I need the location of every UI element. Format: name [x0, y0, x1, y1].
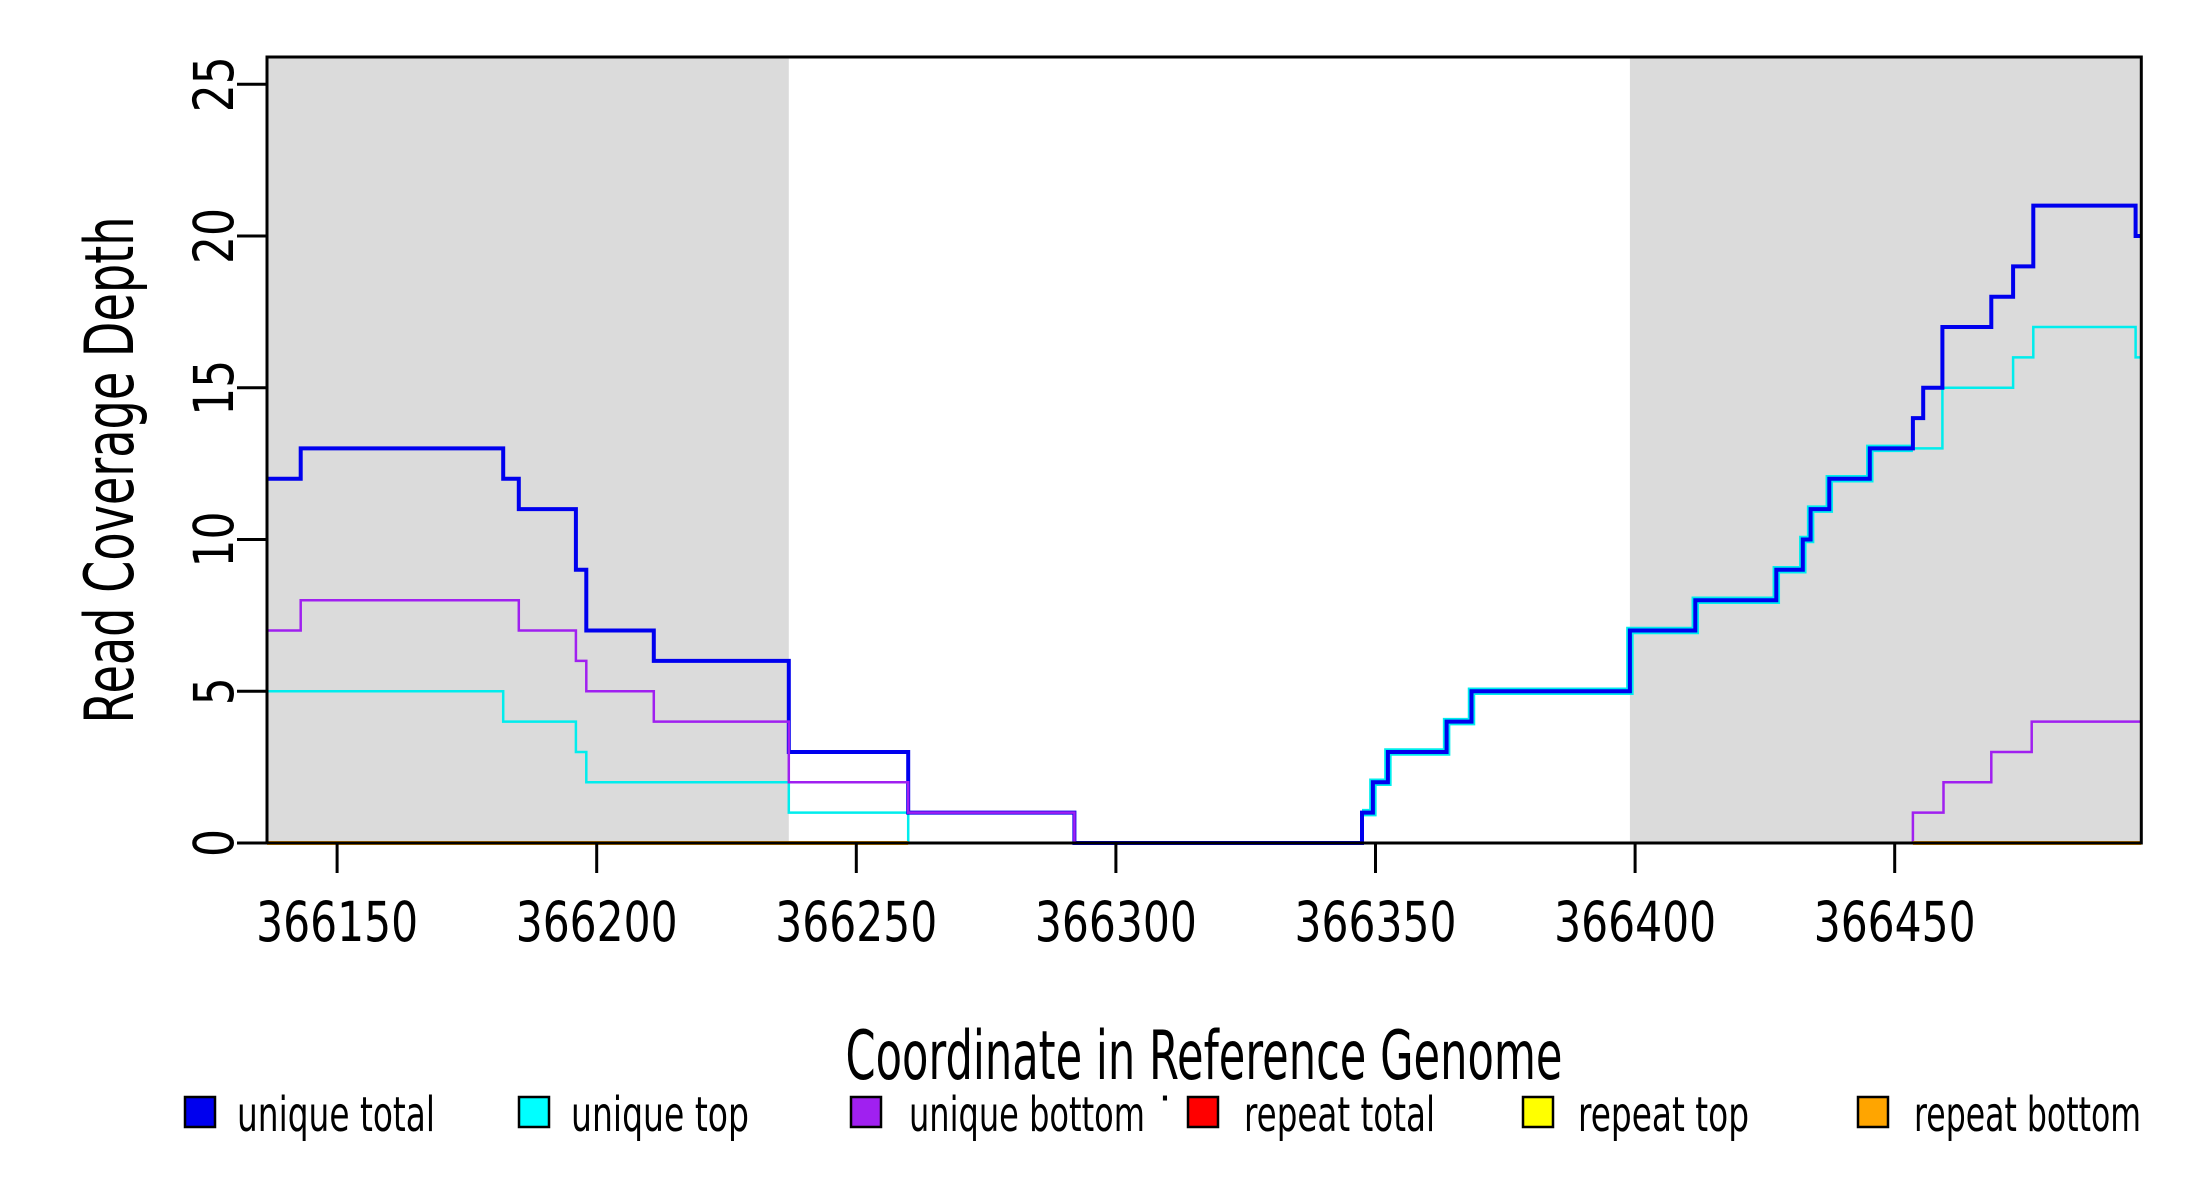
- x-tick-label: 366300: [1035, 890, 1197, 954]
- x-tick-label: 366450: [1814, 890, 1976, 954]
- legend-item-repeat-total: repeat total: [1186, 1087, 1435, 1143]
- legend-swatch-unique-top: [517, 1095, 551, 1129]
- legend-item-unique-total: unique total: [183, 1087, 435, 1143]
- y-tick-label: 20: [182, 208, 246, 264]
- legend-label: unique bottom: [909, 1087, 1145, 1143]
- unique-total-line: [267, 203, 2142, 845]
- legend-separator-dot: ·: [1159, 1076, 1172, 1122]
- repeat-regions: [267, 57, 2142, 843]
- legend-swatch-repeat-total: [1186, 1095, 1220, 1129]
- legend-label: repeat top: [1578, 1087, 1749, 1143]
- legend-swatch-unique-total: [183, 1095, 217, 1129]
- y-tick-label: 10: [182, 512, 246, 568]
- legend: unique total unique top unique bottom repea…: [183, 1076, 2141, 1143]
- plot-border: [265, 55, 2143, 845]
- unique-bottom-line: [267, 598, 2142, 845]
- x-tick-label: 366350: [1295, 890, 1457, 954]
- y-tick-label: 15: [182, 360, 246, 416]
- y-tick-label: 5: [182, 677, 246, 705]
- legend-item-unique-bottom: unique bottom: [849, 1087, 1145, 1143]
- y-axis-title: Read Coverage Depth: [71, 216, 150, 723]
- legend-label: unique total: [237, 1087, 435, 1143]
- x-axis-title: Coordinate in Reference Genome: [846, 1017, 1563, 1096]
- y-tick-label: 0: [182, 829, 246, 857]
- legend-label: repeat total: [1244, 1087, 1435, 1143]
- legend-item-repeat-bottom: repeat bottom: [1856, 1087, 2141, 1143]
- legend-swatch-repeat-bottom: [1856, 1095, 1890, 1129]
- x-tick-label: 366250: [775, 890, 937, 954]
- axes: 366150 366200 366250 366300 366350 366400 3664…: [182, 55, 2143, 954]
- legend-item-unique-top: unique top: [517, 1087, 749, 1143]
- legend-item-repeat-top: repeat top: [1521, 1087, 1749, 1143]
- legend-label: unique top: [571, 1087, 749, 1143]
- legend-swatch-repeat-top: [1521, 1095, 1555, 1129]
- y-tick-label: 25: [182, 56, 246, 112]
- legend-label: repeat bottom: [1914, 1087, 2141, 1143]
- x-tick-label: 366400: [1554, 890, 1716, 954]
- x-tick-label: 366150: [256, 890, 418, 954]
- legend-swatch-unique-bottom: [849, 1095, 883, 1129]
- x-tick-label: 366200: [516, 890, 678, 954]
